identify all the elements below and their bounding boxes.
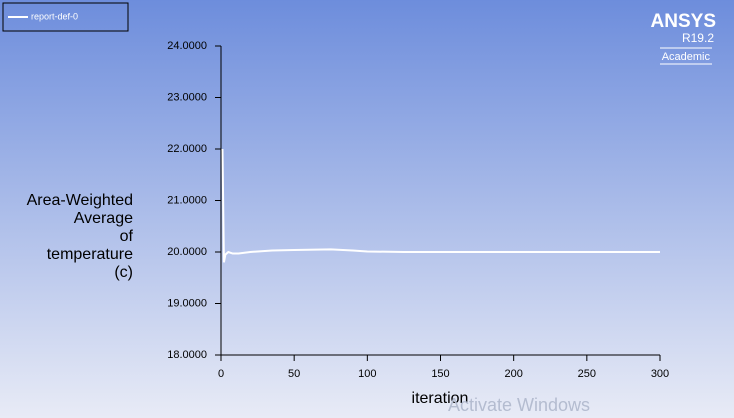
series-line xyxy=(221,148,660,263)
y-axis-label: Average xyxy=(74,210,133,227)
y-tick-label: 20.0000 xyxy=(167,246,207,258)
x-tick-label: 150 xyxy=(431,368,449,380)
y-tick-label: 22.0000 xyxy=(167,143,207,155)
logo-brand: ANSYS xyxy=(651,11,716,32)
legend-label: report-def-0 xyxy=(31,11,78,21)
x-tick-label: 0 xyxy=(218,368,224,380)
y-tick-label: 23.0000 xyxy=(167,91,207,103)
y-tick-label: 18.0000 xyxy=(167,349,207,361)
x-tick-label: 100 xyxy=(358,368,376,380)
y-axis-label: of xyxy=(120,228,134,245)
y-axis-label: temperature xyxy=(47,246,133,263)
x-tick-label: 250 xyxy=(578,368,596,380)
watermark: Activate Windows xyxy=(448,395,590,415)
x-axis-label: iteration xyxy=(412,390,469,407)
x-tick-label: 200 xyxy=(504,368,522,380)
x-tick-label: 50 xyxy=(288,368,300,380)
y-tick-label: 21.0000 xyxy=(167,194,207,206)
y-axis-label: Area-Weighted xyxy=(27,192,133,209)
y-tick-label: 19.0000 xyxy=(167,297,207,309)
logo-version: R19.2 xyxy=(682,31,714,45)
legend-box xyxy=(2,2,129,32)
x-tick-label: 300 xyxy=(651,368,669,380)
y-axis-label: (c) xyxy=(114,264,133,281)
y-tick-label: 24.0000 xyxy=(167,40,207,52)
logo-edition: Academic xyxy=(662,51,711,63)
